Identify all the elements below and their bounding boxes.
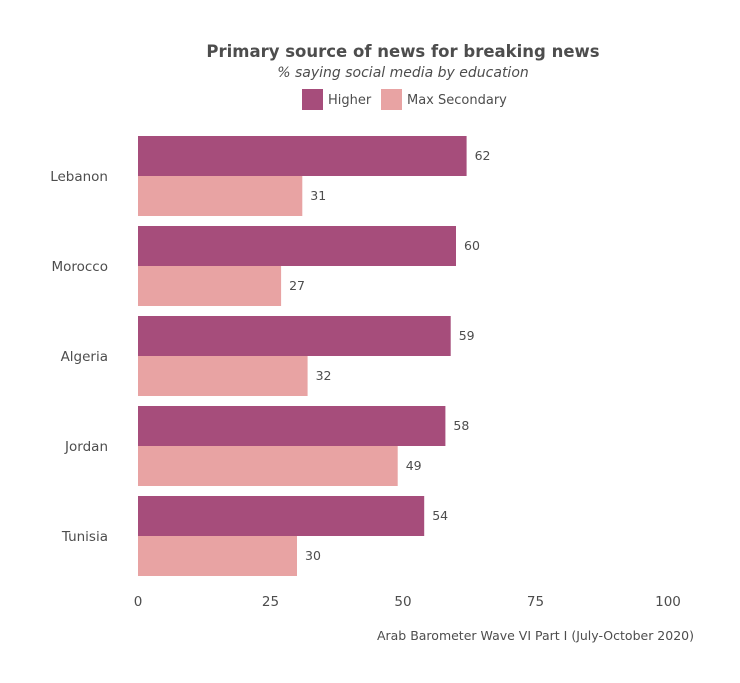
legend: Higher Max Secondary: [302, 89, 507, 110]
value-label-jordan-higher: 58: [453, 418, 469, 433]
value-label-lebanon-higher: 62: [475, 148, 491, 163]
category-label-lebanon: Lebanon: [50, 169, 108, 185]
bar-algeria-higher: [138, 316, 451, 356]
category-label-algeria: Algeria: [61, 349, 108, 365]
chart-caption: Arab Barometer Wave VI Part I (July-Octo…: [377, 628, 694, 643]
x-tick-label-100: 100: [655, 594, 681, 610]
bar-algeria-max-secondary: [138, 356, 308, 396]
bar-morocco-higher: [138, 226, 456, 266]
value-label-morocco-higher: 60: [464, 238, 480, 253]
value-label-jordan-max-secondary: 49: [406, 458, 422, 473]
bar-jordan-higher: [138, 406, 446, 446]
bar-tunisia-higher: [138, 496, 425, 536]
legend-label-higher: Higher: [328, 93, 372, 108]
legend-label-max-secondary: Max Secondary: [407, 93, 507, 108]
x-tick-label-50: 50: [394, 594, 411, 610]
legend-swatch-higher: [302, 89, 323, 110]
category-label-tunisia: Tunisia: [61, 529, 108, 545]
chart-title: Primary source of news for breaking news: [206, 42, 599, 61]
value-label-morocco-max-secondary: 27: [289, 278, 305, 293]
bar-lebanon-higher: [138, 136, 467, 176]
x-tick-label-75: 75: [527, 594, 544, 610]
chart-subtitle: % saying social media by education: [277, 65, 529, 81]
category-label-jordan: Jordan: [64, 439, 108, 455]
bar-morocco-max-secondary: [138, 266, 282, 306]
bar-lebanon-max-secondary: [138, 176, 303, 216]
bar-jordan-max-secondary: [138, 446, 398, 486]
bar-tunisia-max-secondary: [138, 536, 297, 576]
x-tick-label-0: 0: [134, 594, 143, 610]
value-label-tunisia-higher: 54: [432, 508, 448, 523]
category-label-morocco: Morocco: [51, 259, 108, 275]
value-label-lebanon-max-secondary: 31: [310, 188, 326, 203]
value-label-algeria-max-secondary: 32: [316, 368, 332, 383]
value-label-tunisia-max-secondary: 30: [305, 548, 321, 563]
value-label-algeria-higher: 59: [459, 328, 475, 343]
x-tick-label-25: 25: [262, 594, 279, 610]
legend-swatch-max-secondary: [381, 89, 402, 110]
plot-area: Lebanon 62 31 Morocco 60 27 Algeria 59 32 Jordan 5…: [50, 136, 681, 610]
